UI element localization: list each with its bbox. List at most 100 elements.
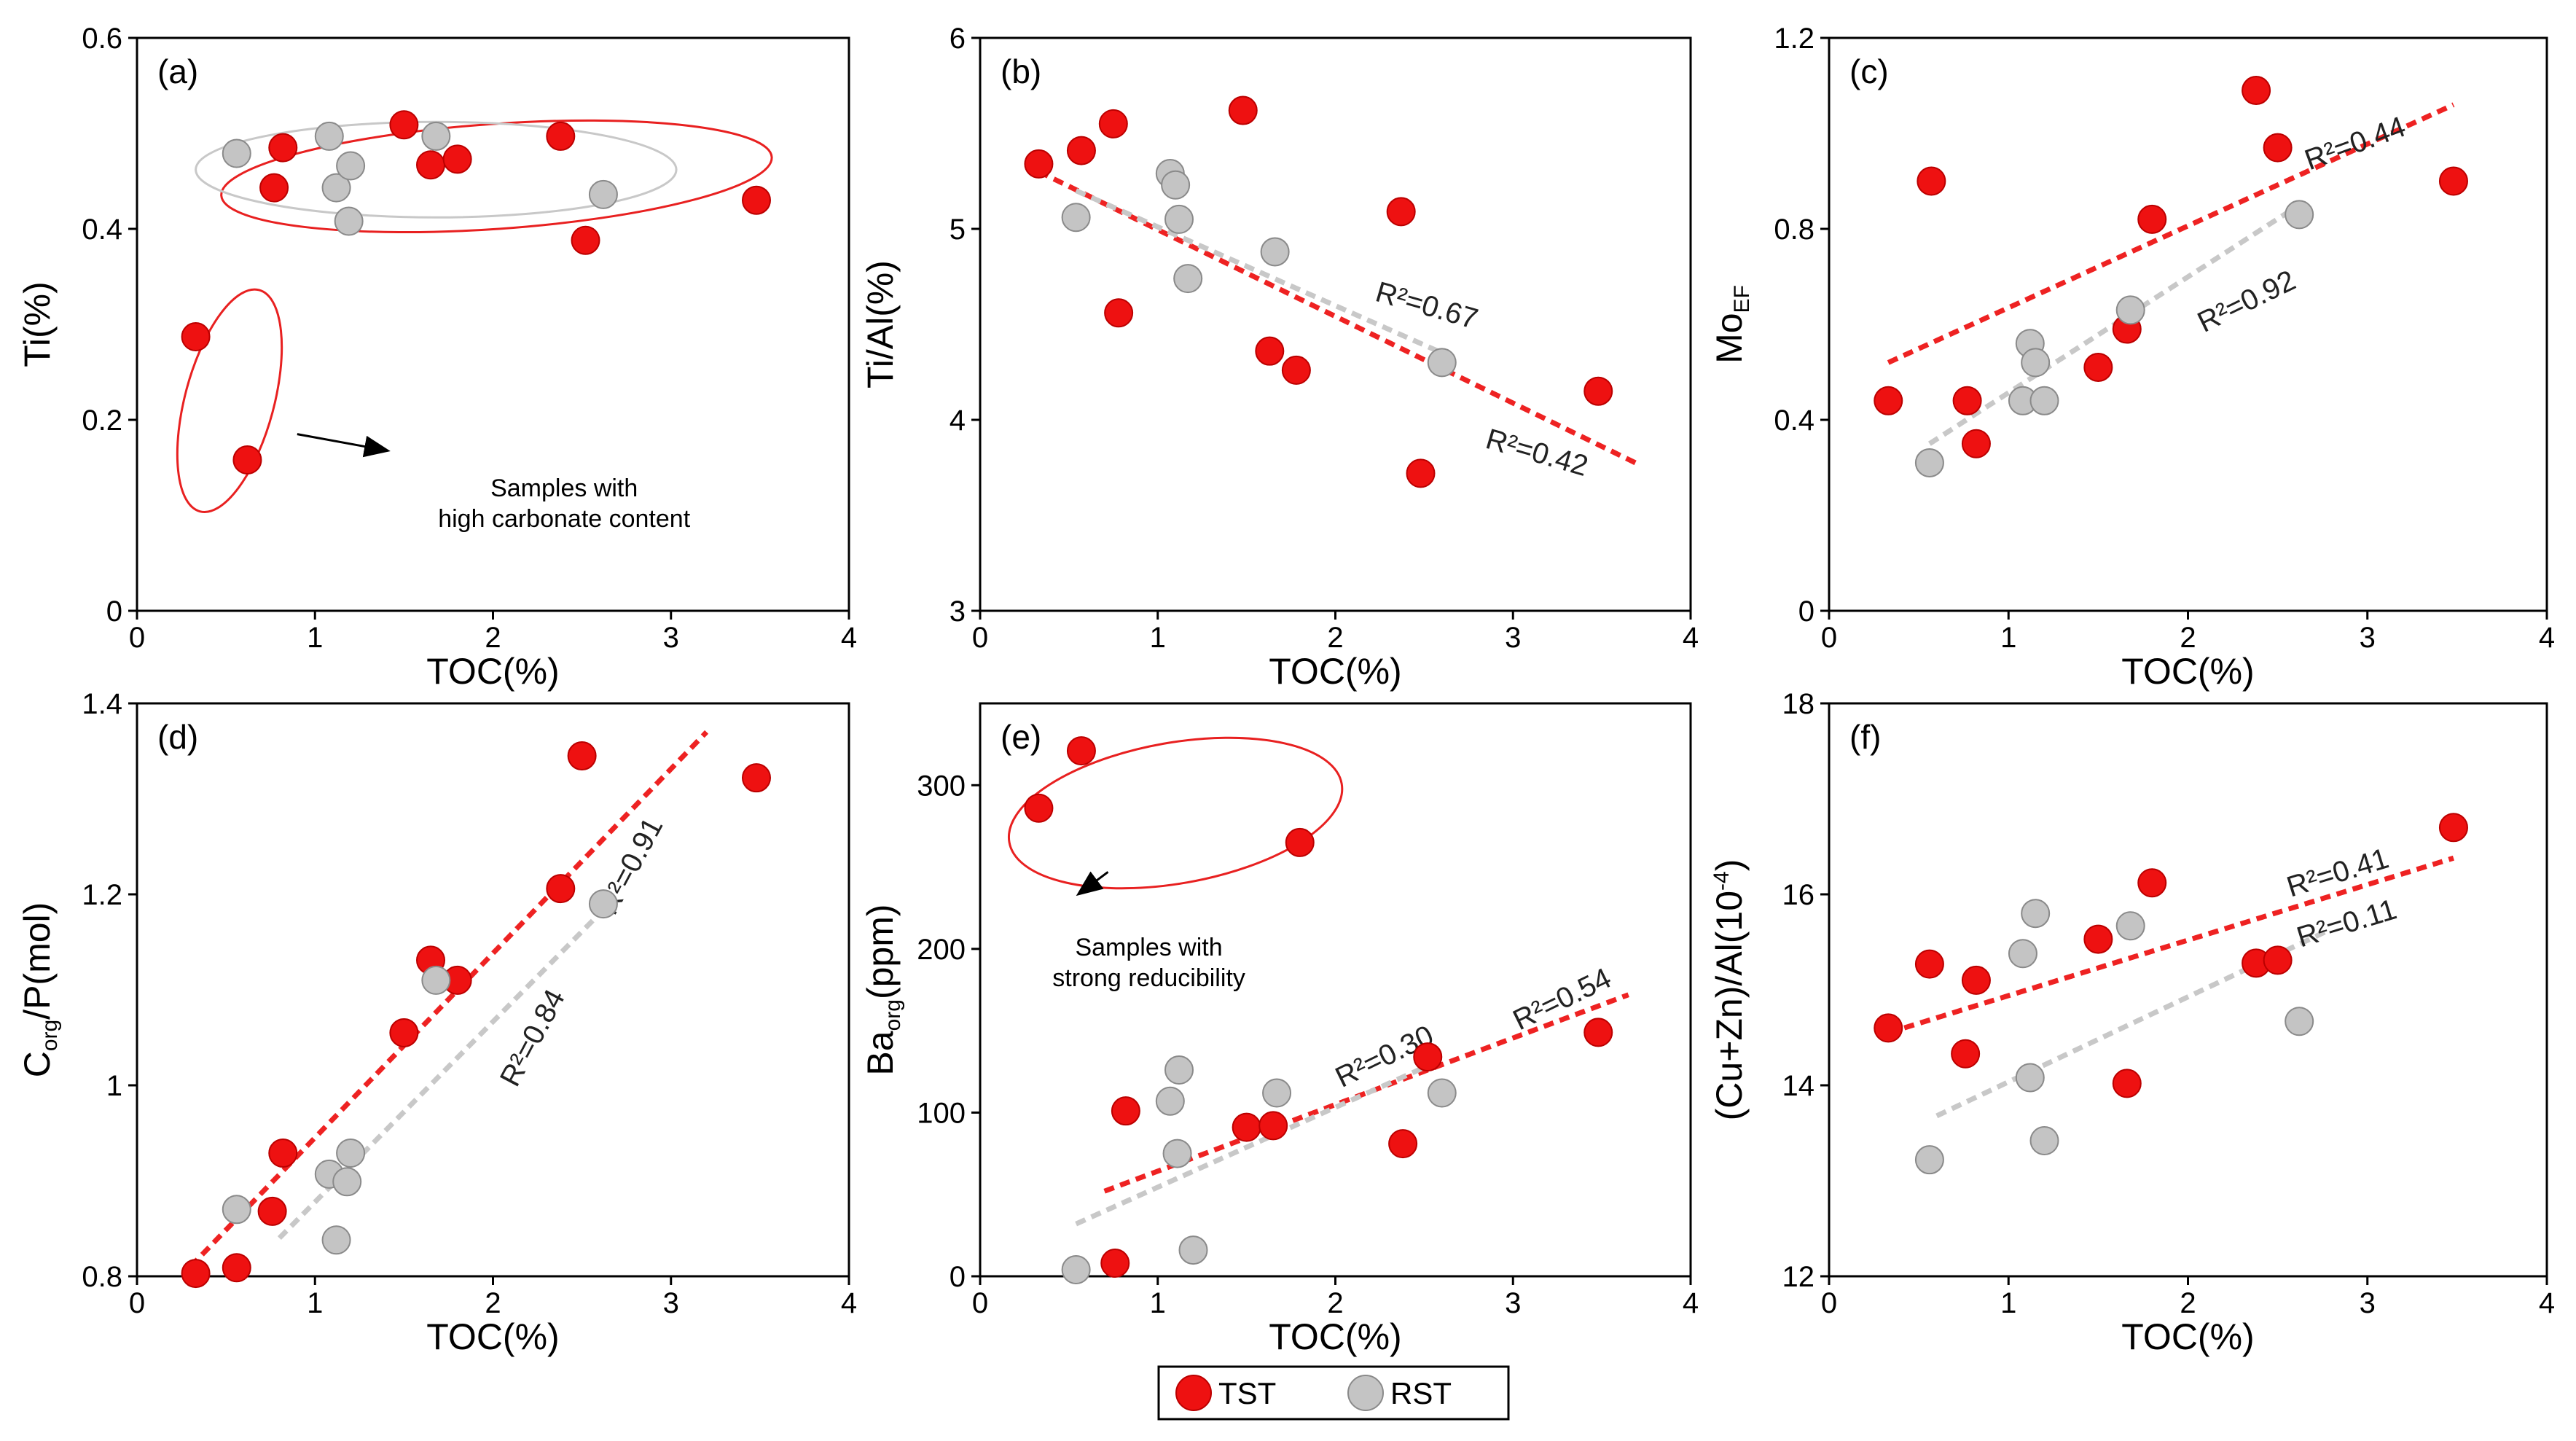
rst-point-d xyxy=(336,1139,366,1168)
x-tick-label-e: 4 xyxy=(1683,1287,1699,1319)
x-tick-label-c: 3 xyxy=(2360,622,2376,654)
x-tick-label-a: 3 xyxy=(663,622,679,654)
rst-point-c xyxy=(2285,200,2314,230)
y-axis-title-d: Corg/P(mol) xyxy=(17,902,62,1078)
legend-tst-label: TST xyxy=(1218,1376,1276,1410)
rst-point-e xyxy=(1164,1055,1194,1085)
y-axis-title-e: Baorg(ppm) xyxy=(860,904,905,1075)
plot-frame-d xyxy=(136,702,850,1278)
panel-label-a: (a) xyxy=(157,52,198,90)
rst-point-b xyxy=(1427,348,1457,378)
rst-point-e xyxy=(1061,1255,1091,1285)
rst-point-f xyxy=(2115,911,2145,941)
tst-point-b xyxy=(1255,336,1285,366)
legend-tst-marker xyxy=(1175,1375,1212,1411)
tst-point-d xyxy=(546,874,576,904)
tst-point-a xyxy=(416,150,446,180)
fit-line-tst-b xyxy=(1037,169,1639,466)
tst-point-d xyxy=(268,1139,298,1168)
x-tick-label-b: 1 xyxy=(1150,622,1166,654)
tst-point-c xyxy=(2263,133,2293,163)
x-axis-title-e: TOC(%) xyxy=(1269,1316,1401,1357)
x-tick-label-c: 2 xyxy=(2180,622,2196,654)
annotation-text-a: high carbonate content xyxy=(438,505,690,533)
rst-point-a xyxy=(336,151,366,181)
rst-point-f xyxy=(2285,1007,2314,1036)
tst-point-a xyxy=(741,185,771,215)
panel-f: 0 1 2 3 412141618TOC(%)(Cu+Zn)/Al(10-4)(f)R²… xyxy=(1709,688,2555,1357)
group-ellipse-e-0 xyxy=(1007,736,1344,890)
tst-point-c xyxy=(1952,386,1982,415)
y-tick-label-b: 5 xyxy=(950,214,966,246)
r2-label-rst-c: R²=0.92 xyxy=(2193,264,2301,338)
rst-point-c xyxy=(2115,295,2145,325)
rst-point-d xyxy=(421,965,451,995)
rst-point-b xyxy=(1164,204,1194,234)
tst-point-d xyxy=(222,1253,251,1283)
x-tick-label-d: 2 xyxy=(485,1287,501,1319)
fit-line-tst-e xyxy=(1103,992,1629,1194)
x-tick-label-e: 3 xyxy=(1505,1287,1521,1319)
tst-point-a xyxy=(571,225,600,255)
panel-label-d: (d) xyxy=(157,718,198,756)
tst-point-e xyxy=(1066,736,1096,766)
tst-point-b xyxy=(1386,197,1416,227)
y-tick-label-f: 12 xyxy=(1782,1261,1815,1293)
tst-point-b xyxy=(1406,458,1436,488)
x-axis-title-f: TOC(%) xyxy=(2121,1316,2254,1357)
y-tick-label-f: 16 xyxy=(1782,879,1815,911)
x-axis-title-d: TOC(%) xyxy=(426,1316,559,1357)
plot-frame-b xyxy=(979,36,1692,612)
panel-d: 0 1 2 3 4 0.8 1 1.2 1.4 TOC(%) Corg/P(mol) (d) R²=0.… xyxy=(17,688,857,1357)
y-axis-title-f: (Cu+Zn)/Al(10-4) xyxy=(1709,859,1750,1121)
tst-point-c xyxy=(1961,429,1991,458)
x-axis-title-a: TOC(%) xyxy=(426,651,559,692)
tst-point-d xyxy=(257,1196,287,1226)
tst-point-f xyxy=(2083,924,2113,954)
y-tick-label-a: 0.4 xyxy=(82,214,122,246)
fit-line-tst-c xyxy=(1887,102,2455,365)
x-tick-label-a: 4 xyxy=(841,622,857,654)
y-tick-label-d: 0.8 xyxy=(82,1261,122,1293)
x-tick-label-c: 1 xyxy=(2000,622,2016,654)
tst-point-d xyxy=(567,741,597,771)
x-tick-label-f: 1 xyxy=(2000,1287,2016,1319)
legend-box xyxy=(1157,1365,1510,1421)
legend: TST RST xyxy=(1157,1365,1510,1421)
tst-point-b xyxy=(1281,355,1311,385)
tst-point-f xyxy=(2112,1069,2142,1098)
tst-point-a xyxy=(232,445,262,475)
tst-point-a xyxy=(546,121,576,151)
tst-point-e xyxy=(1258,1111,1288,1141)
tst-point-f xyxy=(1961,965,1991,995)
rst-point-e xyxy=(1427,1078,1457,1108)
tst-point-f xyxy=(2438,813,2468,843)
rst-point-b xyxy=(1173,264,1203,294)
tst-point-c xyxy=(1917,166,1946,196)
y-tick-label-d: 1.4 xyxy=(82,688,122,720)
x-tick-label-e: 1 xyxy=(1150,1287,1166,1319)
tst-point-f xyxy=(1914,949,1944,979)
rst-point-f xyxy=(2015,1063,2045,1093)
legend-rst-label: RST xyxy=(1390,1376,1452,1410)
x-tick-label-a: 1 xyxy=(307,622,323,654)
rst-point-f xyxy=(2021,899,2051,929)
x-tick-label-d: 1 xyxy=(307,1287,323,1319)
x-axis-title-c: TOC(%) xyxy=(2121,651,2254,692)
y-tick-label-b: 6 xyxy=(950,23,966,55)
x-tick-label-a: 0 xyxy=(129,622,145,654)
rst-point-d xyxy=(222,1195,251,1225)
tst-point-a xyxy=(442,144,472,174)
x-tick-label-f: 3 xyxy=(2360,1287,2376,1319)
tst-point-e xyxy=(1285,827,1315,857)
r2-label-rst-d: R²=0.84 xyxy=(494,984,571,1091)
y-tick-label-f: 14 xyxy=(1782,1070,1815,1102)
fit-line-tst-d xyxy=(188,730,709,1269)
r2-label-tst-c: R²=0.44 xyxy=(2301,111,2410,176)
rst-point-a xyxy=(421,121,451,151)
tst-point-e xyxy=(1111,1096,1140,1126)
y-tick-label-e: 300 xyxy=(917,770,966,802)
y-tick-label-a: 0 xyxy=(106,595,122,628)
